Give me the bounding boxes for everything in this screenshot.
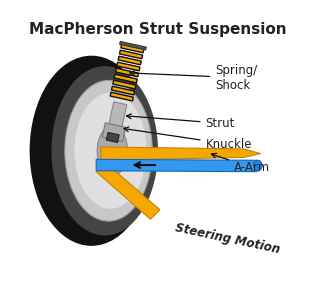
Polygon shape — [116, 68, 139, 77]
Polygon shape — [106, 102, 127, 141]
Polygon shape — [117, 62, 140, 71]
Ellipse shape — [97, 126, 128, 176]
Ellipse shape — [52, 66, 158, 235]
Ellipse shape — [30, 56, 153, 246]
Ellipse shape — [74, 93, 147, 209]
Polygon shape — [112, 86, 135, 95]
Text: Steering Motion: Steering Motion — [174, 222, 281, 257]
Polygon shape — [110, 92, 133, 101]
Polygon shape — [119, 50, 143, 59]
Polygon shape — [113, 80, 136, 89]
Polygon shape — [96, 160, 160, 219]
Polygon shape — [114, 74, 137, 83]
Polygon shape — [121, 44, 144, 53]
Ellipse shape — [253, 160, 262, 171]
Polygon shape — [102, 123, 126, 142]
Text: A-Arm: A-Arm — [211, 153, 270, 174]
Polygon shape — [101, 147, 261, 160]
Polygon shape — [120, 41, 146, 50]
Ellipse shape — [65, 80, 152, 221]
Text: Knuckle: Knuckle — [124, 127, 252, 151]
Polygon shape — [106, 132, 119, 142]
Polygon shape — [118, 56, 141, 65]
Text: MacPherson Strut Suspension: MacPherson Strut Suspension — [29, 22, 287, 38]
Text: Spring/
Shock: Spring/ Shock — [130, 64, 257, 91]
Polygon shape — [96, 159, 257, 172]
Text: Strut: Strut — [126, 114, 235, 130]
